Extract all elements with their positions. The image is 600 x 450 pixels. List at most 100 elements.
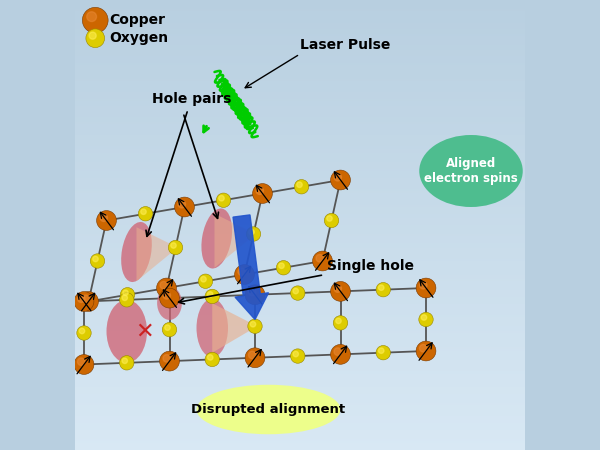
Circle shape <box>208 292 213 297</box>
Bar <box>75 248 525 250</box>
Circle shape <box>208 355 213 360</box>
Bar <box>75 310 525 313</box>
Circle shape <box>334 315 348 330</box>
Bar <box>75 288 525 290</box>
Bar <box>75 108 525 110</box>
Bar <box>75 106 525 108</box>
Circle shape <box>77 326 91 340</box>
Bar <box>75 133 525 135</box>
Bar <box>75 340 525 342</box>
Circle shape <box>82 7 108 33</box>
Circle shape <box>253 184 272 203</box>
Circle shape <box>175 197 194 217</box>
Bar <box>75 335 525 338</box>
Bar <box>75 328 525 331</box>
Bar <box>75 241 525 243</box>
Circle shape <box>100 214 107 221</box>
Bar <box>75 43 525 45</box>
Bar <box>75 295 525 297</box>
Bar <box>75 376 525 378</box>
Circle shape <box>74 355 94 374</box>
Polygon shape <box>137 227 178 281</box>
Circle shape <box>419 312 433 327</box>
Bar <box>75 333 525 335</box>
Bar <box>75 263 525 266</box>
Bar <box>75 72 525 74</box>
Circle shape <box>379 285 384 290</box>
Bar <box>75 374 525 376</box>
Bar <box>75 367 525 369</box>
Circle shape <box>74 292 94 311</box>
Text: Single hole: Single hole <box>179 259 414 304</box>
Circle shape <box>376 346 391 360</box>
Bar <box>75 27 525 29</box>
Circle shape <box>235 265 254 284</box>
Circle shape <box>290 349 305 363</box>
Bar <box>75 90 525 92</box>
Bar <box>75 187 525 189</box>
Bar <box>75 56 525 58</box>
Circle shape <box>119 292 134 307</box>
Bar <box>75 346 525 349</box>
Circle shape <box>141 209 146 215</box>
Bar <box>75 292 525 295</box>
Circle shape <box>79 328 85 334</box>
Bar <box>75 130 525 133</box>
Circle shape <box>139 207 152 221</box>
Bar <box>75 439 525 441</box>
Circle shape <box>162 322 177 337</box>
Bar <box>75 392 525 394</box>
Bar <box>75 286 525 288</box>
Bar <box>75 61 525 63</box>
Bar <box>75 308 525 310</box>
Circle shape <box>334 285 341 293</box>
Bar <box>75 351 525 353</box>
Bar <box>75 22 525 25</box>
Bar <box>75 423 525 425</box>
Bar <box>75 243 525 245</box>
Bar <box>75 245 525 248</box>
Bar <box>75 166 525 169</box>
Bar <box>75 421 525 423</box>
Bar <box>75 299 525 302</box>
Circle shape <box>334 173 341 181</box>
Bar <box>75 416 525 418</box>
Bar <box>75 63 525 65</box>
Bar <box>75 238 525 241</box>
Bar <box>75 441 525 443</box>
Bar <box>75 394 525 396</box>
Text: Copper: Copper <box>109 13 165 27</box>
Bar <box>75 324 525 326</box>
Bar <box>75 425 525 428</box>
Bar <box>75 158 525 160</box>
Bar <box>75 356 525 358</box>
Bar <box>75 86 525 88</box>
Bar <box>75 18 525 20</box>
Bar <box>75 184 525 187</box>
Bar <box>75 135 525 137</box>
Bar <box>75 302 525 304</box>
Bar <box>75 400 525 403</box>
Bar <box>75 342 525 344</box>
Bar <box>75 209 525 211</box>
Bar <box>75 297 525 299</box>
Bar <box>75 407 525 410</box>
Bar <box>75 171 525 173</box>
Bar <box>75 180 525 182</box>
Bar <box>75 353 525 356</box>
Bar <box>75 207 525 209</box>
Circle shape <box>416 341 436 361</box>
Circle shape <box>419 281 427 289</box>
Bar <box>75 315 525 317</box>
Circle shape <box>297 182 302 188</box>
Bar <box>75 432 525 434</box>
Bar <box>75 290 525 292</box>
Polygon shape <box>212 303 257 353</box>
Bar <box>75 418 525 421</box>
Bar <box>75 225 525 227</box>
Circle shape <box>160 281 167 289</box>
Ellipse shape <box>157 286 182 320</box>
Bar <box>75 396 525 398</box>
Bar <box>75 45 525 47</box>
Circle shape <box>331 170 350 190</box>
